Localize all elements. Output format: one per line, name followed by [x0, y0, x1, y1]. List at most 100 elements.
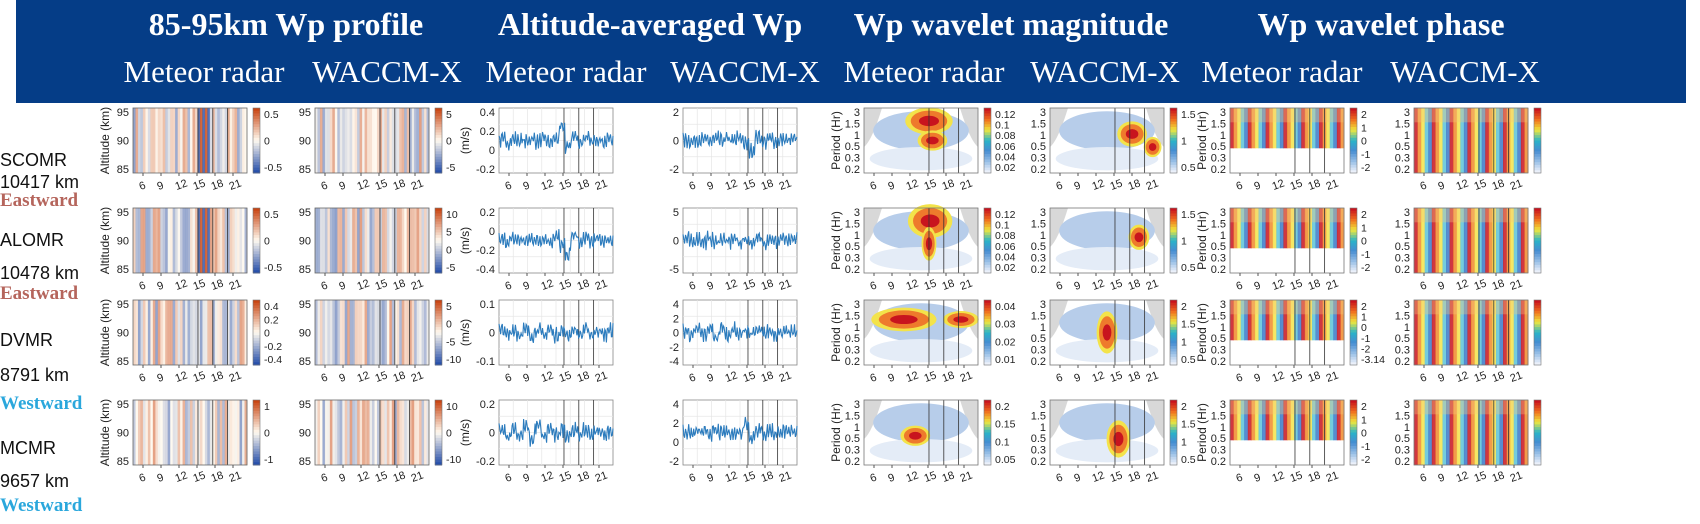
colorbar-cell: [253, 316, 260, 320]
colorbar-cell: [1350, 232, 1357, 236]
colorbar-cell: [1170, 408, 1177, 412]
y-tick-label: 1: [1404, 130, 1410, 142]
phase-stripe: [1431, 300, 1436, 365]
colorbar-cell: [1534, 256, 1541, 260]
colorbar-cell: [984, 210, 991, 214]
heatmap-stripe: [239, 108, 243, 173]
x-tick-label: 15: [1473, 277, 1489, 292]
colorbar-cell: [435, 332, 442, 336]
y-tick-label: 1: [1040, 422, 1046, 434]
colorbar-cell: [1350, 329, 1357, 333]
y-tick-label: 0.3: [1395, 445, 1410, 457]
phase-stripe: [1262, 300, 1267, 341]
heatmap-stripe: [404, 208, 408, 273]
colorbar-cell: [984, 237, 991, 241]
colorbar-cell: [1350, 302, 1357, 306]
colorbar-cell: [253, 162, 260, 166]
x-tick-label: 15: [1289, 277, 1305, 292]
heatmap-stripe: [332, 208, 336, 273]
colorbar-cell: [984, 424, 991, 428]
colorbar-cell: [435, 235, 442, 239]
phase-stripe: [1463, 108, 1468, 173]
heatmap-stripe: [364, 208, 368, 273]
phase-stripe: [1294, 400, 1299, 441]
y-tick-label: 0.5: [1211, 141, 1226, 153]
phase-stripe: [1463, 300, 1468, 365]
heatmap-stripe: [199, 400, 203, 465]
phase-stripe: [1520, 208, 1525, 273]
x-tick-label: 21: [594, 469, 610, 484]
panel-frame: [1413, 107, 1529, 174]
y-tick-label: 0.5: [1031, 141, 1046, 153]
x-tick-label: 6: [138, 472, 148, 485]
colorbar-frame: [1349, 299, 1358, 366]
colorbar-cell: [1170, 337, 1177, 342]
colorbar-cell: [984, 429, 991, 433]
heatmap-stripe: [337, 108, 341, 173]
colorbar-cell: [1534, 262, 1541, 266]
heatmap-stripe: [219, 208, 223, 273]
phase-stripe: [1326, 208, 1331, 249]
y-tick-label: 0.3: [1211, 253, 1226, 265]
phase-stripe: [1308, 300, 1313, 341]
colorbar-label: -2: [1361, 262, 1370, 274]
colorbar-cell: [435, 113, 442, 117]
colorbar-cell: [1350, 243, 1357, 247]
colorbar-cell: [1534, 451, 1541, 455]
phase-stripe: [1301, 300, 1306, 341]
colorbar-cell: [1170, 427, 1177, 431]
x-tick-label: 15: [742, 469, 758, 484]
phase-stripe: [1311, 300, 1316, 341]
y-axis-label: (m/s): [458, 227, 472, 254]
heatmap-stripe: [145, 208, 149, 273]
phase-stripe: [1495, 400, 1500, 465]
heatmap-stripe: [232, 108, 236, 173]
phase-stripe: [1481, 400, 1486, 465]
heatmap-stripe: [374, 300, 378, 365]
heatmap-stripe: [327, 300, 331, 365]
colorbar-cell: [1534, 218, 1541, 223]
x-tick-label: 6: [688, 372, 698, 385]
colorbar-cell: [1350, 459, 1357, 463]
colorbar-cell: [1350, 162, 1357, 166]
cone-of-influence: [1146, 300, 1164, 339]
phase-stripe: [1453, 108, 1458, 173]
colorbar-cell: [1170, 432, 1177, 436]
phase-stripe: [1503, 108, 1508, 173]
colorbar-cell: [1350, 113, 1357, 117]
x-tick-label: 6: [1055, 180, 1065, 193]
heatmap-stripe: [135, 300, 139, 365]
subtitle-waccm-averaged: WACCM-X: [670, 54, 820, 89]
x-tick-label: 6: [869, 180, 879, 193]
colorbar-cell: [1170, 327, 1177, 331]
heatmap-stripe: [147, 208, 151, 273]
colorbar-cell: [984, 359, 991, 363]
colorbar-cell: [1170, 159, 1177, 163]
heatmap-stripe: [384, 108, 388, 173]
magnitude-blob: [890, 314, 918, 325]
colorbar-cell: [253, 229, 260, 233]
colorbar-cell: [253, 135, 260, 139]
colorbar-cell: [1534, 151, 1541, 155]
heatmap-stripe: [204, 300, 208, 365]
heatmap-stripe: [170, 400, 174, 465]
colorbar-cell: [435, 267, 442, 271]
colorbar-cell: [435, 121, 442, 125]
x-tick-label: 9: [1253, 372, 1263, 385]
colorbar-cell: [435, 162, 442, 166]
panel-frame: [1413, 399, 1529, 466]
y-tick-label: 0: [673, 437, 679, 449]
heatmap-stripe: [219, 400, 223, 465]
colorbar-cell: [984, 451, 991, 455]
colorbar-frame: [252, 399, 261, 466]
x-tick-label: 6: [1055, 372, 1065, 385]
colorbar-cell: [984, 408, 991, 412]
colorbar-cell: [1350, 151, 1357, 155]
phase-stripe: [1467, 300, 1472, 365]
figure-header: 85-95km Wp profile Altitude-averaged Wp …: [16, 0, 1686, 103]
colorbar-cell: [984, 300, 991, 304]
x-tick-label: 21: [778, 469, 794, 484]
colorbar-cell: [253, 129, 260, 133]
x-tick-label: 12: [1455, 469, 1471, 484]
